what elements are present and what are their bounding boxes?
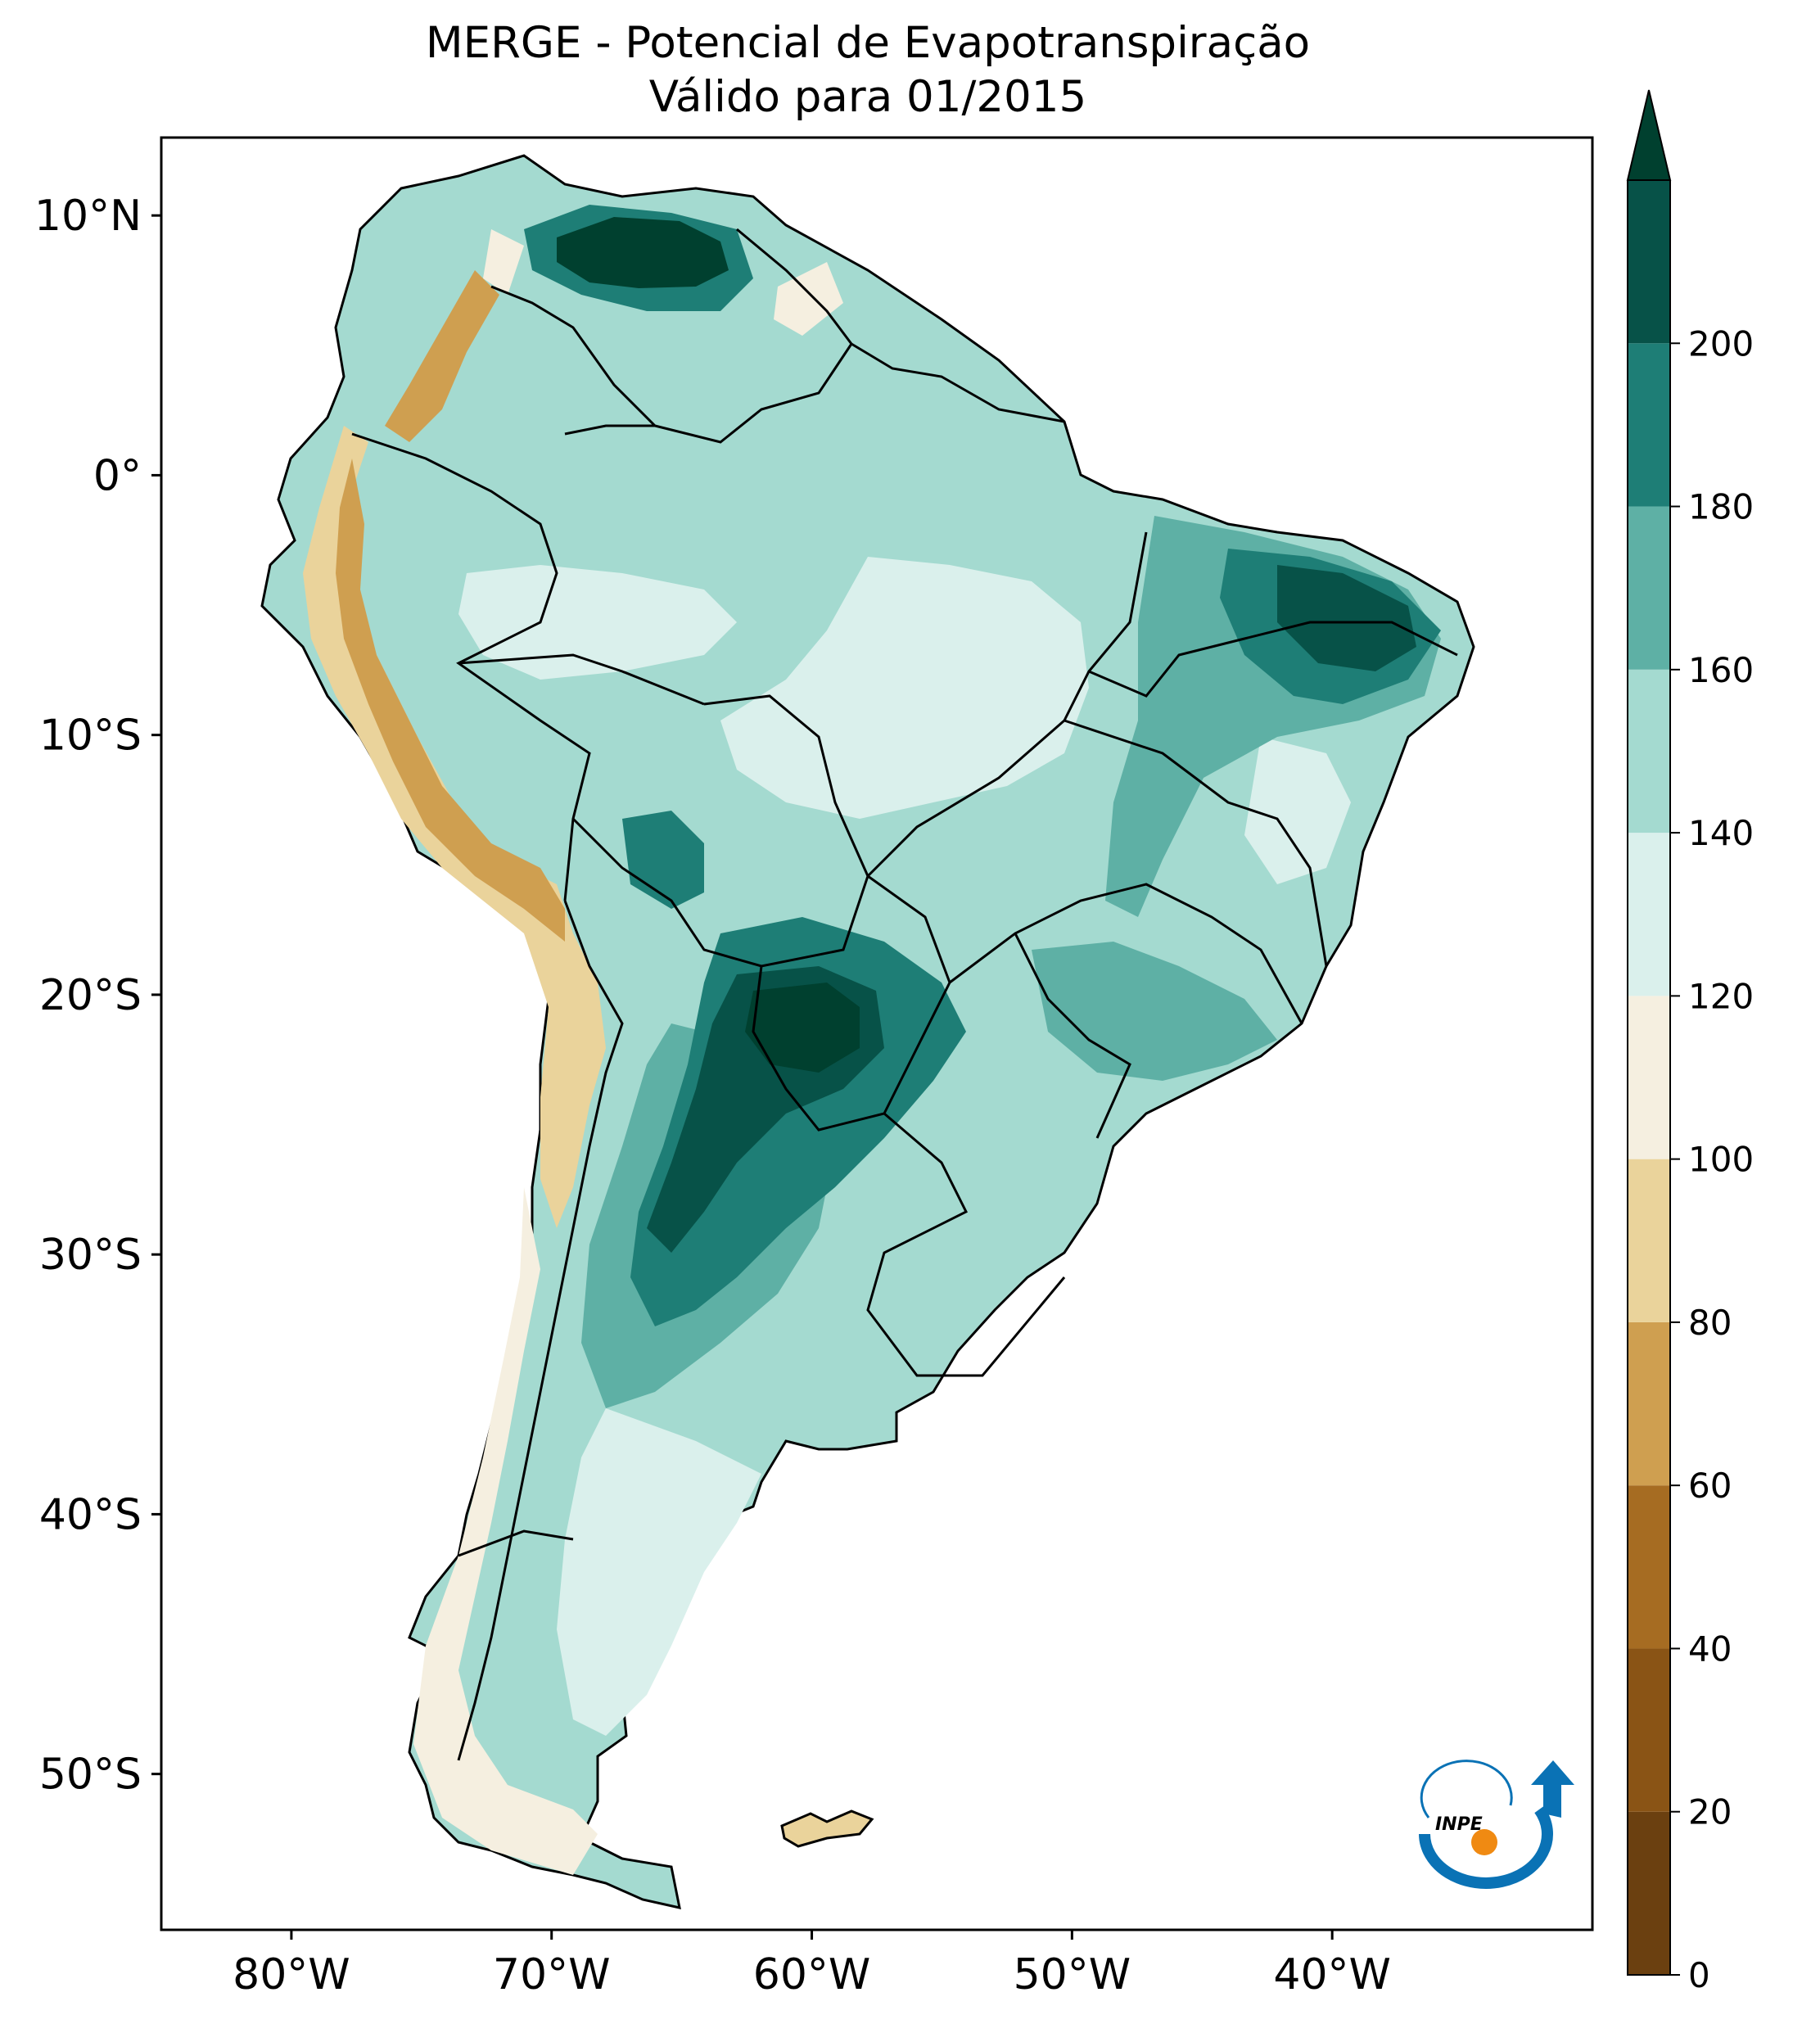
lat-label: 20°S <box>39 971 142 1020</box>
map-subtitle: Válido para 01/2015 <box>649 72 1086 122</box>
colorbar-tick-label: 40 <box>1688 1629 1732 1669</box>
colorbar-bin <box>1628 506 1670 670</box>
colorbar-tick-label: 60 <box>1688 1466 1732 1506</box>
amazon-light-region <box>458 565 737 680</box>
colombia-pale-region <box>483 229 524 295</box>
northeast-light-region <box>1244 737 1351 884</box>
inpe-logo: INPE <box>1419 1760 1574 1889</box>
logo-swoosh <box>1419 1805 1553 1889</box>
longitude-labels: 80°W 70°W 60°W 50°W 40°W <box>233 1930 1391 1999</box>
colorbar-bin <box>1628 180 1670 344</box>
lat-label: 10°S <box>39 712 142 761</box>
colorbar-outline <box>1627 180 1671 1976</box>
colorbar-bin <box>1628 343 1670 507</box>
colorbar-bin <box>1628 1811 1670 1975</box>
lon-label: 40°W <box>1273 1950 1391 1999</box>
colorbar-bin <box>1628 996 1670 1159</box>
colorbar-extend-arrow <box>1626 89 1672 181</box>
logo-arrow-icon <box>1531 1760 1574 1818</box>
lat-label: 50°S <box>39 1751 142 1800</box>
lon-label: 80°W <box>233 1950 350 1999</box>
colorbar-tick-label: 140 <box>1688 813 1754 853</box>
southeast-brazil-medium-region <box>1032 942 1277 1081</box>
colorbar-tick-label: 80 <box>1688 1303 1732 1343</box>
country-borders <box>351 228 1458 1761</box>
colorbar-tick-label: 20 <box>1688 1792 1732 1832</box>
lat-label: 0° <box>93 451 142 500</box>
central-brazil-light-region <box>720 557 1089 819</box>
colorbar-tick-label: 160 <box>1688 650 1754 690</box>
logo-dot <box>1471 1829 1497 1855</box>
guiana-pale-region <box>774 262 843 336</box>
colorbar-bin <box>1628 1648 1670 1812</box>
lon-label: 60°W <box>753 1950 871 1999</box>
lon-label: 50°W <box>1014 1950 1131 1999</box>
paraguay-peak-region <box>745 983 860 1073</box>
northeast-darkest-region <box>1277 565 1416 671</box>
patagonia-west-pale-region <box>413 1187 598 1875</box>
colorbar-bin <box>1628 833 1670 996</box>
lat-label: 40°S <box>39 1490 142 1539</box>
map-frame <box>160 136 1594 1931</box>
venezuela-darkest-region <box>557 217 729 288</box>
colorbar-bin <box>1628 669 1670 834</box>
colorbar-tick-label: 180 <box>1688 487 1754 527</box>
colorbar-tick-label: 200 <box>1688 323 1754 364</box>
andes-very-low-pet-region <box>336 459 565 942</box>
map-area <box>161 138 1592 1930</box>
colorbar-bin <box>1628 1159 1670 1322</box>
latitude-labels: 10°N 0° 10°S 20°S 30°S 40°S 50°S <box>34 192 161 1800</box>
colorbar: 0 20 40 60 80 100 120 140 160 180 200 <box>1626 89 1754 1995</box>
patagonia-light-region <box>557 1408 761 1736</box>
colorbar-tick-label: 120 <box>1688 976 1754 1016</box>
colombia-andes-low-pet <box>385 270 499 442</box>
falkland-islands <box>780 1809 874 1848</box>
logo-text: INPE <box>1435 1814 1483 1835</box>
colorbar-bin <box>1628 1321 1670 1486</box>
bolivia-dark-region <box>622 811 704 909</box>
colorbar-tick-label: 100 <box>1688 1140 1754 1180</box>
lon-label: 70°W <box>493 1950 611 1999</box>
colorbar-bin <box>1628 1485 1670 1649</box>
map-title: MERGE - Potencial de Evapotranspiração <box>426 18 1310 68</box>
logo-thin-ring <box>1420 1760 1513 1818</box>
colorbar-tick-label: 0 <box>1688 1955 1710 1995</box>
lat-label: 30°S <box>39 1231 142 1280</box>
lat-label: 10°N <box>34 192 142 241</box>
